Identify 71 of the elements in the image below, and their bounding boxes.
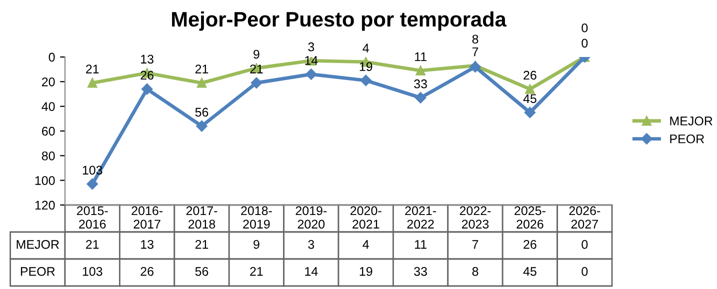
annotation: 13: [141, 54, 154, 64]
point: [306, 68, 317, 80]
annotation: 56: [195, 108, 208, 117]
data-label: 14: [305, 267, 318, 276]
legend-label: MEJOR: [670, 116, 712, 126]
data-label: 13: [141, 240, 154, 249]
point: [86, 178, 98, 190]
annotation: 0: [582, 38, 588, 48]
x-tick-label: 2020- 2021: [350, 206, 382, 229]
data-label: 21: [86, 240, 99, 249]
y-tick-label: 0: [48, 52, 55, 62]
point: [196, 120, 208, 132]
x-tick-label: 2018- 2019: [241, 206, 272, 229]
point: [416, 66, 426, 76]
y-tick-label: 120: [35, 200, 55, 210]
annotation: 8: [472, 34, 478, 44]
y-tick-label: 40: [42, 102, 55, 111]
data-label: 56: [195, 267, 208, 276]
data-label: 11: [415, 240, 426, 249]
data-label: 8: [472, 267, 478, 276]
annotation: 3: [308, 42, 314, 52]
point: [141, 83, 153, 95]
data-label: 26: [140, 267, 154, 276]
point: [196, 78, 207, 88]
annotation: 0: [582, 23, 588, 32]
legend-label: PEOR: [670, 134, 704, 144]
x-tick-label: 2017- 2018: [186, 206, 218, 229]
data-label: 26: [524, 240, 536, 249]
x-tick-label: 2021- 2022: [405, 206, 436, 229]
data-label: 19: [360, 267, 372, 276]
annotation: 21: [86, 64, 99, 74]
data-label: 0: [582, 267, 588, 276]
y-tick-label: 100: [35, 176, 55, 185]
annotation: 33: [414, 79, 427, 88]
annotation: 4: [362, 44, 369, 52]
point: [414, 92, 426, 104]
y-tick-label: 20: [42, 77, 55, 86]
x-tick-label: 2026- 2027: [569, 206, 600, 229]
data-label: 9: [254, 240, 260, 249]
annotation: 45: [523, 94, 536, 104]
point: [250, 77, 262, 89]
text: PEOR: [20, 267, 55, 276]
annotation: 21: [195, 64, 208, 74]
annotation: 11: [415, 52, 426, 62]
x-tick-label: 2022- 2023: [460, 206, 491, 229]
annotation: 26: [140, 70, 154, 80]
data-label: 4: [362, 240, 369, 249]
data-label: 21: [250, 267, 263, 276]
chart-title: Mejor-Peor Puesto por temporada: [172, 11, 506, 31]
point: [87, 78, 98, 88]
data-label: 33: [414, 267, 427, 276]
data-label: 103: [82, 267, 102, 276]
x-tick-label: 2025- 2026: [514, 206, 546, 229]
y-tick-label: 80: [42, 151, 55, 160]
x-tick-label: 2019- 2020: [296, 206, 327, 229]
data-label: 7: [472, 240, 478, 249]
annotation: 21: [250, 64, 263, 74]
point: [360, 74, 372, 86]
point: [525, 84, 535, 94]
x-tick-label: 2015- 2016: [76, 206, 108, 229]
y-tick-label: 60: [42, 126, 55, 136]
data-label: 45: [523, 267, 536, 276]
annotation: 7: [472, 47, 478, 56]
x-tick-label: 2016- 2017: [132, 206, 162, 229]
data-label: 0: [582, 240, 588, 249]
data-label: 21: [195, 240, 208, 249]
point: [524, 106, 536, 118]
text: MEJOR: [16, 240, 59, 249]
data-label: 3: [308, 240, 314, 249]
annotation: 9: [254, 50, 260, 59]
annotation: 26: [524, 70, 536, 80]
